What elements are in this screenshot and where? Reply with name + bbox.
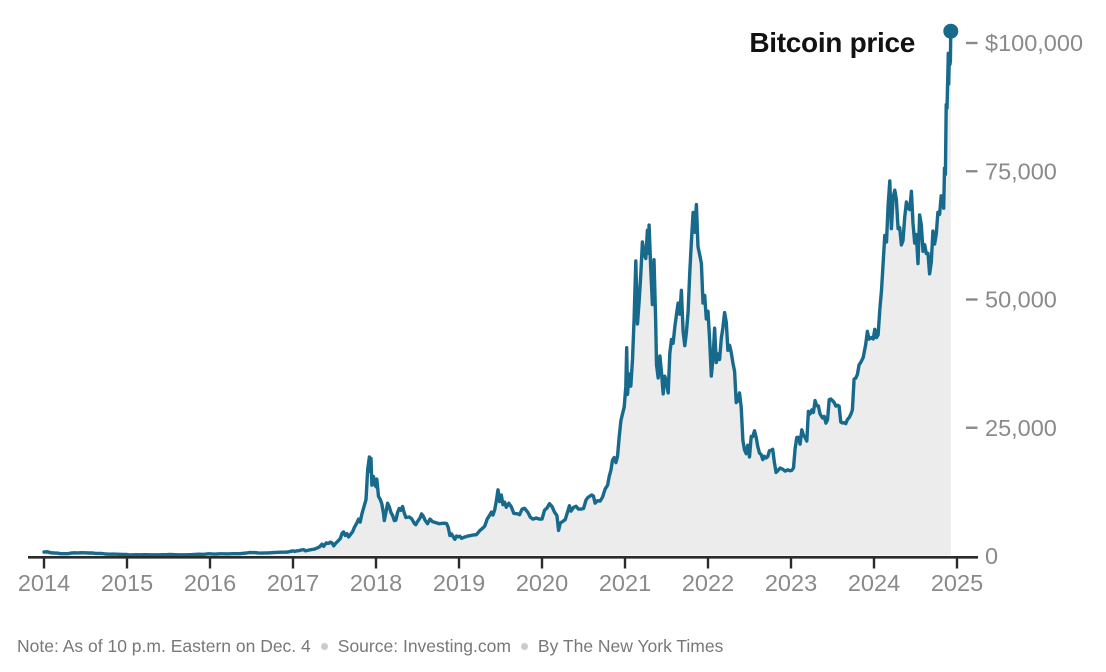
x-axis-ticks bbox=[42, 558, 959, 569]
x-axis-label: 2021 bbox=[599, 570, 651, 596]
separator-bullet-icon bbox=[320, 643, 328, 650]
y-axis-label: 50,000 bbox=[985, 287, 1057, 313]
y-axis-labels: 0 25,000 50,000 75,000 $100,000 bbox=[985, 30, 1083, 569]
chart-footnote: Note: As of 10 p.m. Eastern on Dec. 4 So… bbox=[17, 636, 723, 657]
x-axis-labels: 2014 2015 2016 2017 2018 2019 2020 2021 2022 2023… bbox=[18, 570, 983, 596]
separator-bullet-icon bbox=[520, 643, 528, 650]
y-axis-ticks bbox=[966, 41, 978, 429]
x-axis-label: 2016 bbox=[184, 570, 236, 596]
price-area-fill bbox=[44, 31, 951, 556]
y-axis-label: 25,000 bbox=[985, 415, 1057, 441]
y-axis-label: $100,000 bbox=[985, 30, 1083, 56]
x-axis-label: 2019 bbox=[433, 570, 485, 596]
x-axis-label: 2017 bbox=[267, 570, 319, 596]
note-text: Note: As of 10 p.m. Eastern on Dec. 4 bbox=[17, 636, 311, 656]
x-axis-label: 2014 bbox=[18, 570, 70, 596]
x-axis-label: 2023 bbox=[765, 570, 817, 596]
x-axis-label: 2018 bbox=[350, 570, 402, 596]
price-line bbox=[42, 29, 953, 557]
chart-title: Bitcoin price bbox=[749, 27, 915, 58]
x-axis-label: 2020 bbox=[516, 570, 568, 596]
x-axis-label: 2025 bbox=[931, 570, 983, 596]
x-axis-label: 2022 bbox=[682, 570, 734, 596]
x-axis-label: 2015 bbox=[101, 570, 153, 596]
byline-text: By The New York Times bbox=[537, 636, 724, 656]
x-axis-label: 2024 bbox=[848, 570, 900, 596]
y-axis-label: 75,000 bbox=[985, 158, 1057, 184]
latest-price-marker bbox=[943, 23, 959, 39]
source-text: Source: Investing.com bbox=[337, 636, 511, 656]
y-axis-label: 0 bbox=[985, 543, 998, 569]
